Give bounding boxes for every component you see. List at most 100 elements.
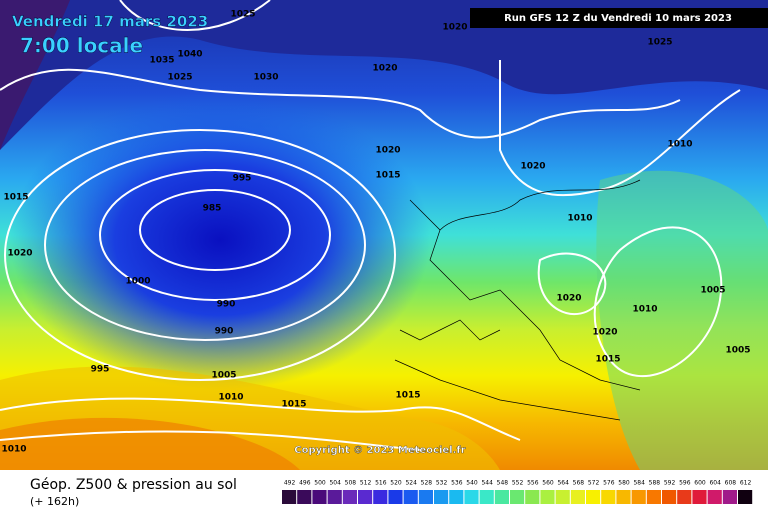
isobar-label: 1010 bbox=[667, 140, 692, 150]
legend-label: 580 bbox=[618, 480, 630, 487]
isobar-label: 995 bbox=[91, 365, 110, 375]
isobar-label: 1020 bbox=[592, 328, 617, 338]
isobar-label: 1025 bbox=[647, 38, 672, 48]
legend-swatch bbox=[586, 490, 601, 504]
isobar-label: 995 bbox=[233, 174, 252, 184]
legend-swatch bbox=[297, 490, 312, 504]
isobar-label: 1020 bbox=[375, 146, 400, 156]
isobar-label: 1020 bbox=[442, 23, 467, 33]
isobar-label: 1020 bbox=[7, 249, 32, 259]
isobar-label: 1015 bbox=[395, 391, 420, 401]
legend-swatch bbox=[646, 490, 661, 504]
legend-swatch bbox=[570, 490, 585, 504]
legend-swatch bbox=[312, 490, 327, 504]
forecast-time: 7:00 locale bbox=[20, 34, 143, 58]
legend-swatch bbox=[418, 490, 433, 504]
legend-label: 532 bbox=[436, 480, 448, 487]
legend-label: 584 bbox=[633, 480, 645, 487]
legend-swatch bbox=[388, 490, 403, 504]
isobar-label: 1030 bbox=[253, 73, 278, 83]
legend-swatch bbox=[692, 490, 707, 504]
legend-swatch bbox=[342, 490, 357, 504]
legend-swatch bbox=[282, 490, 297, 504]
legend-label: 608 bbox=[725, 480, 737, 487]
legend-label: 552 bbox=[512, 480, 524, 487]
legend-label: 496 bbox=[299, 480, 311, 487]
copyright: Copyright © 2023 Meteociel.fr bbox=[294, 445, 465, 456]
isobar-label: 1020 bbox=[556, 294, 581, 304]
legend-label: 564 bbox=[557, 480, 569, 487]
isobar-label: 1015 bbox=[3, 193, 28, 203]
legend-swatch bbox=[479, 490, 494, 504]
legend-label: 516 bbox=[375, 480, 387, 487]
legend-label: 604 bbox=[709, 480, 721, 487]
legend-swatch bbox=[494, 490, 509, 504]
legend-label: 520 bbox=[390, 480, 402, 487]
legend-swatch bbox=[403, 490, 418, 504]
isobar-label: 1015 bbox=[595, 355, 620, 365]
legend-swatch bbox=[540, 490, 555, 504]
legend-swatch bbox=[722, 490, 737, 504]
legend-label: 544 bbox=[481, 480, 493, 487]
legend-swatch bbox=[601, 490, 616, 504]
run-box bbox=[470, 8, 768, 28]
legend-swatch bbox=[525, 490, 540, 504]
run-info: Run GFS 12 Z du Vendredi 10 mars 2023 bbox=[504, 13, 732, 24]
legend-label: 560 bbox=[542, 480, 554, 487]
legend-swatch bbox=[358, 490, 373, 504]
legend-label: 508 bbox=[345, 480, 357, 487]
legend-label: 556 bbox=[527, 480, 539, 487]
isobar-label: 1010 bbox=[218, 393, 243, 403]
isobar-label: 1020 bbox=[372, 64, 397, 74]
isobar-label: 990 bbox=[215, 327, 234, 337]
legend-swatch bbox=[373, 490, 388, 504]
legend-swatch bbox=[510, 490, 525, 504]
legend-swatch bbox=[434, 490, 449, 504]
legend-label: 588 bbox=[649, 480, 661, 487]
legend-label: 568 bbox=[573, 480, 585, 487]
legend-swatch bbox=[662, 490, 677, 504]
legend-label: 536 bbox=[451, 480, 463, 487]
isobar-label: 1005 bbox=[700, 286, 725, 296]
isobar-label: 1025 bbox=[167, 73, 192, 83]
legend-label: 524 bbox=[405, 480, 417, 487]
isobar-label: 1015 bbox=[281, 400, 306, 410]
isobar-label: 1025 bbox=[230, 10, 255, 20]
isobar-label: 1015 bbox=[375, 171, 400, 181]
isobar-label: 1040 bbox=[177, 50, 202, 60]
legend-swatch bbox=[677, 490, 692, 504]
legend-swatch bbox=[449, 490, 464, 504]
isobar-label: 1010 bbox=[632, 305, 657, 315]
legend-swatch bbox=[631, 490, 646, 504]
legend-label: 500 bbox=[314, 480, 326, 487]
legend-label: 492 bbox=[284, 480, 296, 487]
isobar-label: 1005 bbox=[211, 371, 236, 381]
legend-swatch bbox=[327, 490, 342, 504]
legend: 492 496 500 504 508 512 516 520 524 528 532 536 540 5… bbox=[282, 480, 753, 504]
map-background bbox=[0, 0, 768, 471]
legend-label: 540 bbox=[466, 480, 478, 487]
legend-label: 572 bbox=[588, 480, 600, 487]
legend-label: 548 bbox=[497, 480, 509, 487]
isobar-label: 1010 bbox=[567, 214, 592, 224]
legend-label: 596 bbox=[679, 480, 691, 487]
legend-label: 600 bbox=[694, 480, 706, 487]
legend-label: 512 bbox=[360, 480, 372, 487]
legend-swatch bbox=[555, 490, 570, 504]
legend-label: 592 bbox=[664, 480, 676, 487]
legend-swatch bbox=[616, 490, 631, 504]
footer-title: Géop. Z500 & pression au sol bbox=[30, 477, 237, 493]
legend-label: 528 bbox=[421, 480, 433, 487]
legend-label: 504 bbox=[329, 480, 341, 487]
legend-swatch bbox=[707, 490, 722, 504]
coastlines bbox=[394, 179, 641, 421]
isobar-label: 1010 bbox=[1, 445, 26, 455]
legend-label: 576 bbox=[603, 480, 615, 487]
isobar-label: 1000 bbox=[125, 277, 150, 287]
legend-swatch bbox=[738, 490, 753, 504]
isobar-label: 1005 bbox=[725, 346, 750, 356]
legend-label: 612 bbox=[740, 480, 752, 487]
isobar-label: 1020 bbox=[520, 162, 545, 172]
